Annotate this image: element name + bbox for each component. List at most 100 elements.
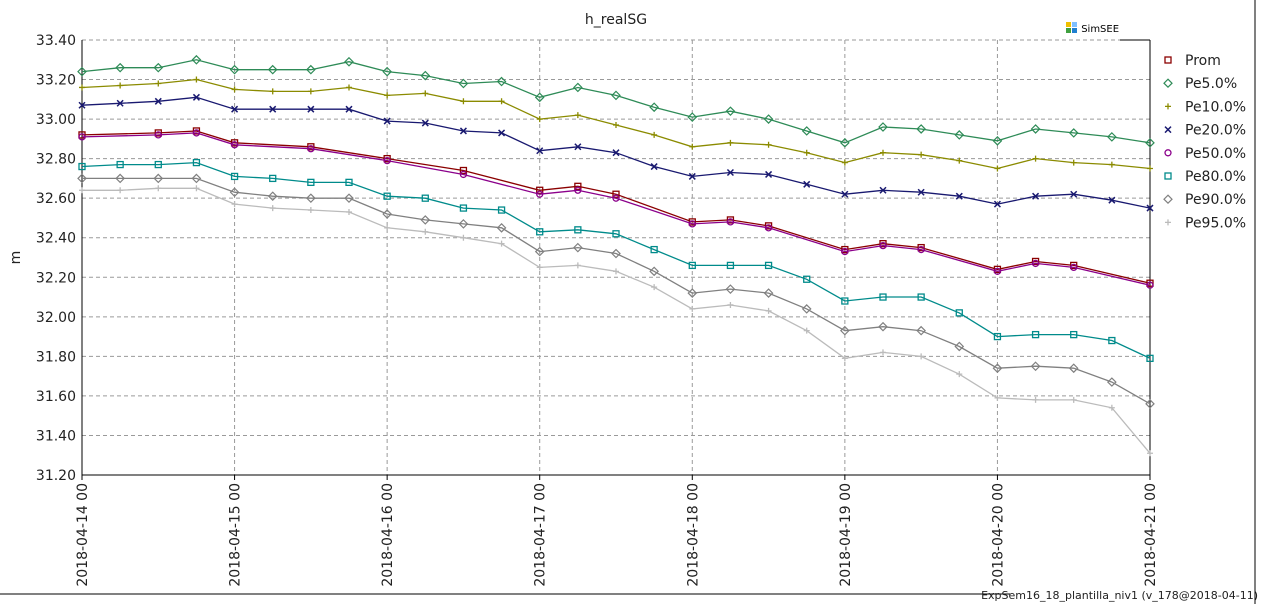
data-point-series-7 xyxy=(689,305,696,312)
data-point-series-3 xyxy=(917,188,925,196)
data-point-series-1 xyxy=(344,56,354,67)
x-tick-label: 2018-04-18 00 xyxy=(685,483,701,587)
y-tick-label: 31.40 xyxy=(36,428,76,444)
data-point-series-5 xyxy=(879,293,887,301)
data-point-series-6 xyxy=(1145,398,1155,409)
data-point-series-7 xyxy=(880,349,886,356)
series-line-7 xyxy=(82,187,1151,454)
data-point-series-6 xyxy=(954,341,965,352)
data-point-series-3 xyxy=(879,186,887,194)
data-point-series-4 xyxy=(383,156,391,165)
data-point-series-3 xyxy=(1032,192,1040,200)
y-tick-label: 31.80 xyxy=(36,349,76,365)
data-point-series-2 xyxy=(422,90,429,97)
data-point-series-2 xyxy=(536,116,543,123)
data-point-series-6 xyxy=(191,173,202,184)
data-point-series-5 xyxy=(917,293,925,301)
x-tick-label: 2018-04-20 00 xyxy=(990,483,1006,587)
data-point-series-5 xyxy=(307,178,315,187)
data-point-series-7 xyxy=(193,185,200,192)
data-point-series-6 xyxy=(153,173,164,184)
data-point-series-1 xyxy=(1107,132,1117,142)
x-tick-label: 2018-04-19 00 xyxy=(838,483,854,587)
x-tick-label: 2018-04-21 00 xyxy=(1143,483,1159,587)
data-point-series-6 xyxy=(992,363,1003,374)
data-point-series-7 xyxy=(956,371,963,378)
data-point-series-3 xyxy=(955,192,963,200)
simsee-logo-text: SimSEE xyxy=(1081,24,1120,35)
data-point-series-2 xyxy=(155,80,162,87)
legend-marker-5 xyxy=(1164,172,1172,180)
data-point-series-2 xyxy=(994,165,1001,172)
data-point-series-7 xyxy=(422,228,429,235)
data-point-series-5 xyxy=(154,160,162,169)
y-tick-label: 33.20 xyxy=(36,73,76,89)
y-tick-label: 32.00 xyxy=(36,310,76,326)
data-point-series-5 xyxy=(955,309,963,317)
data-point-series-6 xyxy=(801,304,812,314)
data-point-series-3 xyxy=(307,105,315,113)
data-point-series-7 xyxy=(1032,396,1039,403)
y-tick-label: 31.60 xyxy=(36,389,76,405)
y-axis-label: m xyxy=(8,251,24,265)
data-point-series-5 xyxy=(764,261,773,270)
data-point-series-2 xyxy=(841,159,848,166)
data-point-series-7 xyxy=(574,262,581,269)
data-point-series-2 xyxy=(1032,155,1039,162)
data-point-series-4 xyxy=(726,218,735,226)
data-point-series-3 xyxy=(612,149,620,157)
data-point-series-3 xyxy=(1108,196,1116,204)
data-point-series-1 xyxy=(458,78,469,89)
x-tick-label: 2018-04-17 00 xyxy=(533,483,549,587)
data-point-series-1 xyxy=(153,62,164,73)
data-point-series-3 xyxy=(1070,190,1078,198)
data-point-series-7 xyxy=(841,355,848,362)
data-point-series-4 xyxy=(192,129,201,137)
data-point-series-5 xyxy=(1031,330,1040,339)
data-point-series-2 xyxy=(193,76,200,83)
data-point-series-6 xyxy=(382,209,392,219)
data-point-series-3 xyxy=(688,172,696,180)
data-point-series-2 xyxy=(1070,159,1077,166)
data-point-series-2 xyxy=(1108,161,1115,168)
data-point-series-1 xyxy=(306,64,316,75)
data-point-series-2 xyxy=(307,88,314,95)
data-point-series-2 xyxy=(803,149,810,156)
data-point-series-2 xyxy=(651,131,658,138)
data-point-series-7 xyxy=(994,394,1001,401)
data-point-series-6 xyxy=(611,248,621,259)
data-point-series-3 xyxy=(421,119,429,127)
data-point-series-6 xyxy=(496,222,507,233)
data-point-series-5 xyxy=(230,172,239,181)
data-point-series-3 xyxy=(765,170,773,178)
data-point-series-3 xyxy=(269,105,277,113)
data-point-series-5 xyxy=(1108,336,1116,345)
data-point-series-1 xyxy=(725,106,736,117)
data-point-series-7 xyxy=(155,185,162,192)
x-tick-label: 2018-04-15 00 xyxy=(228,483,244,587)
chart-title: h_realSG xyxy=(585,12,647,28)
data-point-series-7 xyxy=(384,224,391,231)
data-point-series-2 xyxy=(384,92,391,99)
data-point-series-7 xyxy=(269,205,276,212)
data-point-series-7 xyxy=(727,301,734,308)
data-point-series-4 xyxy=(993,267,1002,275)
data-point-series-6 xyxy=(77,173,87,184)
data-point-series-3 xyxy=(78,101,86,109)
data-point-series-3 xyxy=(459,127,467,135)
data-point-series-1 xyxy=(763,114,774,124)
simsee-logo-icon xyxy=(1066,22,1077,33)
data-point-series-2 xyxy=(117,82,124,89)
data-point-series-2 xyxy=(460,98,467,105)
data-point-series-2 xyxy=(956,157,963,164)
data-point-series-4 xyxy=(574,186,582,194)
data-point-series-1 xyxy=(992,135,1003,146)
legend-marker-4 xyxy=(1164,149,1172,157)
data-point-series-1 xyxy=(267,64,278,75)
data-point-series-6 xyxy=(1068,363,1079,374)
y-tick-label: 32.80 xyxy=(36,152,76,168)
series-line-5 xyxy=(81,161,1151,359)
legend-label-6: Pe90.0% xyxy=(1185,192,1246,208)
y-tick-label: 33.00 xyxy=(36,112,76,128)
